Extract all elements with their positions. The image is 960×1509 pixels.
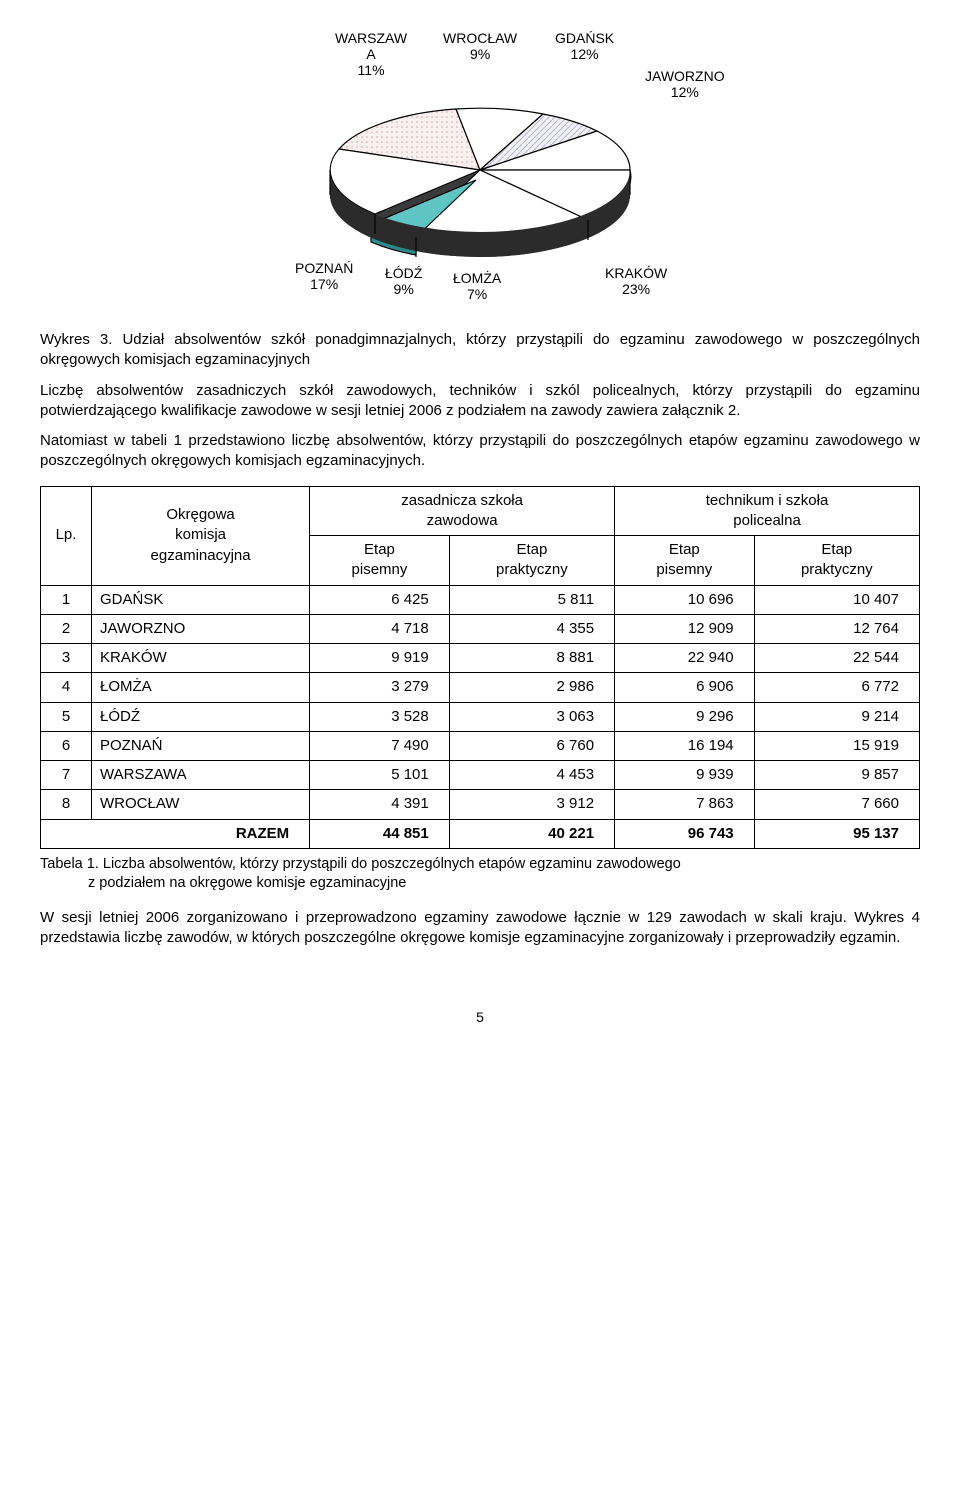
cell-t-p: 9 296 [615,702,755,731]
cell-zsz-pr: 4 355 [449,614,614,643]
cell-name: WROCŁAW [92,790,310,819]
cell-zsz-p: 5 101 [310,761,450,790]
cell-lp: 3 [41,644,92,673]
table-row: 6POZNAŃ7 4906 76016 19415 919 [41,731,920,760]
cell-t-pr: 12 764 [754,614,919,643]
cell-t-p: 7 863 [615,790,755,819]
cell-t-pr: 6 772 [754,673,919,702]
cell-zsz-pr: 3 912 [449,790,614,819]
cell-t-p: 10 696 [615,585,755,614]
th-t-pisemny: Etap pisemny [615,536,755,586]
cell-t-pr: 9 214 [754,702,919,731]
cell-t-pr: 10 407 [754,585,919,614]
cell-t-pr: 22 544 [754,644,919,673]
cell-t-p: 16 194 [615,731,755,760]
cell-zsz-pr: 8 881 [449,644,614,673]
cell-zsz-pr: 2 986 [449,673,614,702]
pie-label-jaworzno: JAWORZNO12% [645,68,725,100]
cell-total-zsz-pr: 40 221 [449,819,614,848]
cell-name: WARSZAWA [92,761,310,790]
cell-t-p: 9 939 [615,761,755,790]
cell-t-p: 22 940 [615,644,755,673]
cell-t-pr: 15 919 [754,731,919,760]
cell-lp: 5 [41,702,92,731]
cell-zsz-pr: 4 453 [449,761,614,790]
table-absolwenci: Lp. Okręgowa komisja egzaminacyjna zasad… [40,486,920,849]
paragraph-1: Liczbę absolwentów zasadniczych szkół za… [40,381,920,422]
cell-zsz-p: 6 425 [310,585,450,614]
table-row: 2JAWORZNO4 7184 35512 90912 764 [41,614,920,643]
th-tisp: technikum i szkoła policealna [615,486,920,536]
cell-t-p: 6 906 [615,673,755,702]
cell-total-zsz-p: 44 851 [310,819,450,848]
cell-zsz-p: 4 718 [310,614,450,643]
table-row: 4ŁOMŻA3 2792 9866 9066 772 [41,673,920,702]
cell-t-p: 12 909 [615,614,755,643]
th-komisja: Okręgowa komisja egzaminacyjna [92,486,310,585]
cell-lp: 7 [41,761,92,790]
pie-label-wroclaw: WROCŁAW9% [443,30,517,62]
th-t-praktyczny: Etap praktyczny [754,536,919,586]
table-row: 1GDAŃSK6 4255 81110 69610 407 [41,585,920,614]
cell-lp: 2 [41,614,92,643]
table-row: 8WROCŁAW4 3913 9127 8637 660 [41,790,920,819]
tabela1-caption-l1: Tabela 1. Liczba absolwentów, którzy prz… [40,856,681,872]
paragraph-2: Natomiast w tabeli 1 przedstawiono liczb… [40,431,920,472]
cell-zsz-p: 7 490 [310,731,450,760]
cell-zsz-pr: 5 811 [449,585,614,614]
cell-zsz-p: 4 391 [310,790,450,819]
cell-name: JAWORZNO [92,614,310,643]
pie-label-lomza: ŁOMŻA7% [453,270,501,302]
cell-zsz-p: 3 528 [310,702,450,731]
cell-name: ŁOMŻA [92,673,310,702]
pie-label-lodz: ŁÓDŹ9% [385,265,422,297]
cell-total-t-p: 96 743 [615,819,755,848]
th-zsz: zasadnicza szkoła zawodowa [310,486,615,536]
th-zsz-pisemny: Etap pisemny [310,536,450,586]
table-row: 3KRAKÓW9 9198 88122 94022 544 [41,644,920,673]
cell-zsz-p: 3 279 [310,673,450,702]
cell-lp: 8 [41,790,92,819]
table-row: 5ŁÓDŹ3 5283 0639 2969 214 [41,702,920,731]
cell-name: KRAKÓW [92,644,310,673]
cell-name: ŁÓDŹ [92,702,310,731]
cell-lp: 6 [41,731,92,760]
cell-total-t-pr: 95 137 [754,819,919,848]
cell-name: GDAŃSK [92,585,310,614]
tabela1-caption: Tabela 1. Liczba absolwentów, którzy prz… [40,855,920,894]
th-zsz-praktyczny: Etap praktyczny [449,536,614,586]
pie-label-warszawa: WARSZAWA11% [335,30,407,78]
pie-label-gdansk: GDAŃSK12% [555,30,614,62]
paragraph-3: W sesji letniej 2006 zorganizowano i prz… [40,908,920,949]
cell-t-pr: 9 857 [754,761,919,790]
table-row-total: RAZEM44 85140 22196 74395 137 [41,819,920,848]
cell-t-pr: 7 660 [754,790,919,819]
cell-zsz-p: 9 919 [310,644,450,673]
pie-label-krakow: KRAKÓW23% [605,265,667,297]
tabela1-caption-l2: z podziałem na okręgowe komisje egzamina… [40,874,920,894]
wykres3-caption: Wykres 3. Udział absolwentów szkół ponad… [40,330,920,371]
pie-chart: WARSZAWA11% WROCŁAW9% GDAŃSK12% JAWORZNO… [205,30,755,320]
cell-lp: 1 [41,585,92,614]
cell-lp: 4 [41,673,92,702]
table-row: 7WARSZAWA5 1014 4539 9399 857 [41,761,920,790]
cell-total-label: RAZEM [41,819,310,848]
pie-label-poznan: POZNAŃ17% [295,260,353,292]
cell-name: POZNAŃ [92,731,310,760]
th-lp: Lp. [41,486,92,585]
cell-zsz-pr: 3 063 [449,702,614,731]
page-number: 5 [40,1008,920,1027]
cell-zsz-pr: 6 760 [449,731,614,760]
